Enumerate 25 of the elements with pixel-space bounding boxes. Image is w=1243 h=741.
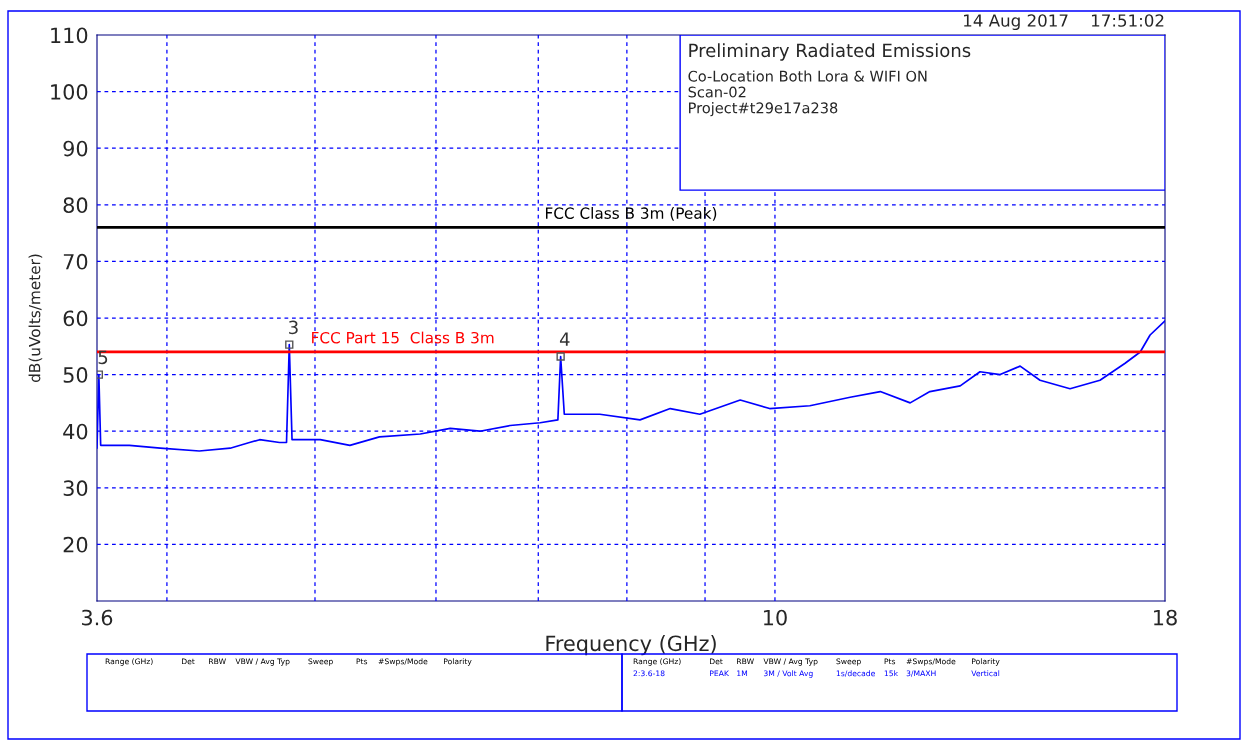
y-tick-label: 50 xyxy=(63,367,88,383)
annotation: 3 xyxy=(289,320,298,335)
annotation: 4 xyxy=(559,332,570,346)
annotation: 5 xyxy=(98,350,108,365)
ref-line-label: FCC Class B 3m (Peak) xyxy=(545,207,717,221)
annotation: Co-Location Both Lora & WIFI ON xyxy=(688,70,927,82)
ref-line-label: FCC Part 15 Class B 3m xyxy=(312,331,494,344)
annotation: Scan-02 xyxy=(688,86,746,98)
y-tick-label: 30 xyxy=(63,480,88,497)
y-tick-label: 100 xyxy=(51,84,88,100)
y-tick-label: 90 xyxy=(63,140,88,157)
x-tick-label: 18 xyxy=(1154,609,1177,626)
y-tick-label: 20 xyxy=(63,536,88,553)
y-tick-label: 40 xyxy=(63,423,88,440)
annotation: Preliminary Radiated Emissions xyxy=(689,43,971,61)
annotation: Project#t29e17a238 xyxy=(689,102,838,117)
y-tick-label: 80 xyxy=(63,197,88,214)
y-tick-label: 110 xyxy=(51,27,88,44)
x-axis-title: Frequency (GHz) xyxy=(546,635,716,656)
x-tick-label: 3.6 xyxy=(82,609,113,626)
text: 14 Aug 2017 17:51:02 xyxy=(964,14,1164,31)
y-axis-title: dB(uVolts/meter) xyxy=(28,254,43,382)
y-tick-label: 60 xyxy=(63,310,88,327)
y-tick-label: 70 xyxy=(63,253,88,270)
x-tick-label: 10 xyxy=(763,609,787,626)
